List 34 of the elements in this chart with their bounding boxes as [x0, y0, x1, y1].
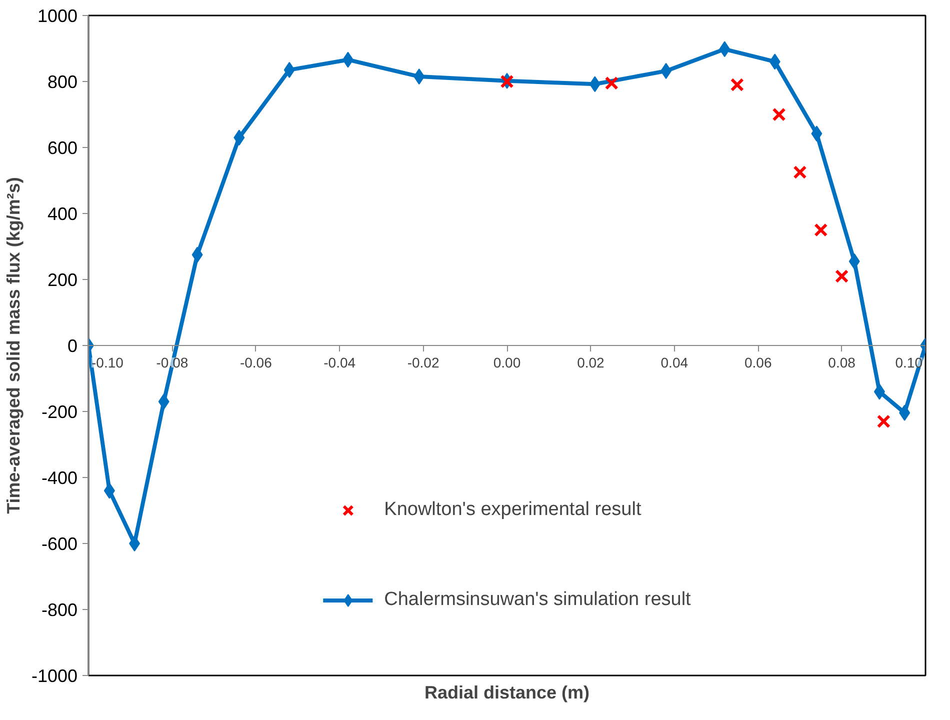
x-tick-label: 0.04: [660, 354, 688, 370]
y-axis-title: Time-averaged solid mass flux (kg/m²s): [3, 177, 24, 514]
legend-label: Chalermsinsuwan's simulation result: [384, 589, 691, 611]
y-tick-label: -1000: [31, 666, 78, 686]
x-tick-label: 0.02: [577, 354, 605, 370]
point: [730, 78, 744, 92]
legend-label: Knowlton's experimental result: [384, 499, 642, 521]
y-tick-label: 0: [67, 336, 78, 356]
y-tick-label: -200: [41, 402, 78, 422]
x-tick-label: 0.06: [744, 354, 772, 370]
point: [814, 223, 828, 237]
x-tick-label: -0.04: [324, 354, 356, 370]
y-tick-label: -800: [41, 600, 78, 620]
point: [772, 108, 786, 122]
x-axis-title: Radial distance (m): [424, 682, 590, 702]
x-tick-label: 0.10: [895, 354, 923, 370]
y-tick-label: -600: [41, 534, 78, 554]
y-tick-label: 400: [47, 204, 78, 224]
point: [793, 165, 807, 180]
point: [604, 76, 618, 90]
x-tick-label: -0.08: [156, 354, 188, 370]
x-tick-label: -0.06: [240, 354, 272, 370]
y-tick-label: 800: [47, 72, 78, 92]
y-tick-label: 1000: [37, 6, 78, 26]
x-tick-label: -0.10: [92, 354, 124, 370]
y-tick-label: 600: [47, 138, 78, 158]
y-tick-label: -400: [41, 468, 78, 488]
point: [834, 269, 849, 284]
y-tick-label: 200: [47, 270, 78, 290]
point: [876, 414, 890, 428]
x-tick-label: 0.00: [493, 354, 521, 370]
x-tick-label: 0.08: [828, 354, 856, 370]
x-tick-label: -0.02: [407, 354, 440, 370]
point: [129, 536, 140, 552]
